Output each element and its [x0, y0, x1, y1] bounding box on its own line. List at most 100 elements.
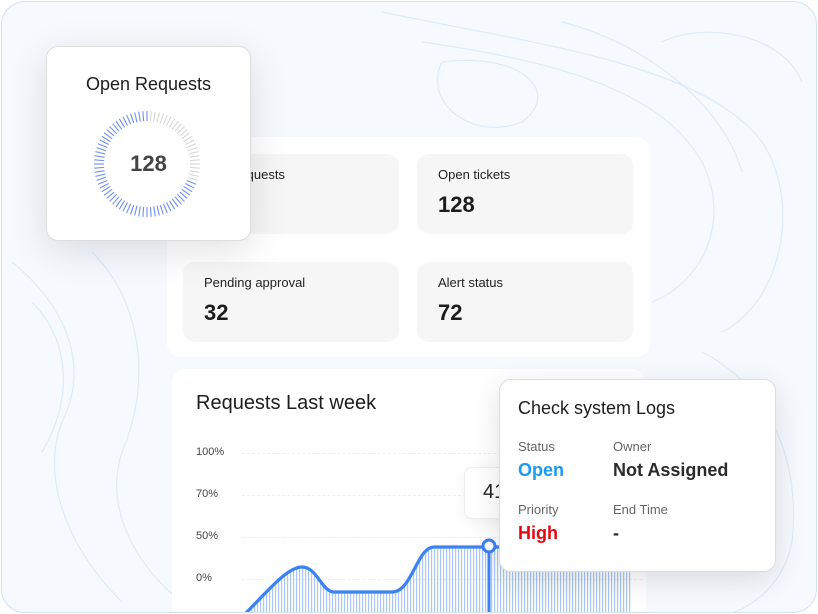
gauge-tick — [179, 129, 188, 137]
gridline — [242, 453, 642, 454]
hover-point[interactable] — [481, 538, 497, 554]
gauge-tick — [185, 139, 195, 145]
y-tick: 70% — [196, 488, 219, 500]
gauge-tick — [138, 111, 141, 122]
gauge-tick — [171, 198, 179, 208]
gauge-tick — [174, 123, 182, 132]
gauge-tick — [177, 126, 185, 134]
gauge-tick — [168, 118, 176, 128]
owner-value: Not Assigned — [613, 460, 729, 480]
gauge-tick — [97, 179, 108, 185]
stat-value: 32 — [204, 300, 229, 325]
gauge-value: 128 — [130, 151, 167, 176]
stat-label: Pending approval — [204, 275, 306, 290]
gauge-tick — [177, 194, 185, 202]
gauge-tick — [134, 205, 138, 216]
gauge-tick — [187, 147, 198, 152]
gauge-tick — [101, 135, 111, 143]
gauge-tick — [189, 155, 200, 158]
gauge-tick — [171, 120, 179, 130]
gauge-tick — [115, 198, 123, 208]
stat-value: 128 — [438, 192, 475, 217]
gauge-tick — [181, 188, 191, 196]
gauge-tick — [142, 111, 145, 122]
gauge-tick — [159, 204, 164, 215]
gauge-tick — [130, 113, 135, 124]
gauge-tick — [94, 159, 105, 162]
gauge-tick — [189, 170, 200, 173]
gauge-title: Open Requests — [85, 74, 212, 94]
stat-pending-approval[interactable]: Pending approval 32 — [183, 262, 399, 342]
log-card[interactable]: Check system Logs Status Open Owner Not … — [499, 379, 776, 572]
gauge-tick — [156, 205, 160, 216]
gauge-tick — [162, 114, 168, 125]
status-value: Open — [518, 460, 565, 480]
gauge-tick — [126, 114, 132, 125]
gauge-tick — [142, 206, 145, 217]
gauge-tick — [109, 126, 117, 134]
gauge-tick — [95, 151, 106, 155]
priority-label: Priority — [518, 502, 559, 517]
gauge-tick — [138, 206, 141, 217]
gauge-tick — [94, 155, 105, 158]
gauge-tick — [186, 143, 197, 149]
gauge-tick — [183, 185, 193, 193]
gauge-tick — [188, 151, 199, 155]
gauge-tick — [101, 185, 111, 193]
gauge-tick — [162, 203, 168, 214]
gauge-tick — [185, 183, 195, 189]
stat-value: 72 — [438, 300, 463, 325]
gauge-tick — [94, 170, 105, 173]
gauge-tick — [118, 200, 126, 210]
chart-line — [244, 545, 562, 612]
gauge-tick — [189, 159, 200, 162]
chart-title: Requests Last week — [196, 392, 377, 414]
gauge-tick — [189, 166, 200, 169]
gauge-tick — [159, 113, 164, 124]
gauge-tick — [103, 188, 113, 196]
gauge-tick — [99, 183, 109, 189]
gauge-tick — [118, 118, 126, 128]
gauge-tick — [130, 204, 135, 215]
gauge-tick — [166, 202, 172, 212]
y-tick: 50% — [196, 530, 219, 542]
stat-label: Open tickets — [438, 167, 511, 182]
gauge-tick — [97, 143, 108, 149]
gauge-tick — [103, 132, 113, 140]
gauge-tick — [174, 196, 182, 205]
gauge-tick — [181, 132, 191, 140]
gauge-tick — [153, 206, 156, 217]
gauge-tick — [122, 202, 128, 212]
y-tick: 100% — [196, 446, 225, 458]
gauge-tick — [96, 176, 107, 181]
gauge-tick — [94, 166, 105, 169]
gauge-tick — [115, 120, 123, 130]
gauge-tick — [95, 173, 106, 177]
gauge-tick — [156, 112, 160, 123]
gauge-tick — [186, 179, 197, 185]
gauge-tick — [168, 200, 176, 210]
end-time-label: End Time — [613, 502, 668, 517]
y-tick: 0% — [196, 572, 212, 584]
end-time-value: - — [613, 523, 619, 543]
gridline — [242, 495, 642, 496]
gauge-tick — [187, 176, 198, 181]
gauge-tick — [183, 135, 193, 143]
gauge-tick — [179, 191, 188, 199]
status-label: Status — [518, 439, 555, 454]
stat-open-tickets[interactable]: Open tickets 128 — [417, 154, 633, 234]
gridline — [242, 537, 642, 538]
stat-label: Alert status — [438, 275, 504, 290]
open-requests-card[interactable]: Open Requests 128 — [46, 46, 251, 241]
gauge-tick — [109, 194, 117, 202]
log-card-title: Check system Logs — [518, 398, 676, 418]
gauge-tick — [122, 116, 128, 126]
gauge-tick — [149, 111, 152, 122]
gauge-tick — [153, 111, 156, 122]
gauge-tick — [166, 116, 172, 126]
owner-label: Owner — [613, 439, 652, 454]
priority-value: High — [518, 523, 558, 543]
stat-alert-status[interactable]: Alert status 72 — [417, 262, 633, 342]
gauge-tick — [112, 123, 120, 132]
